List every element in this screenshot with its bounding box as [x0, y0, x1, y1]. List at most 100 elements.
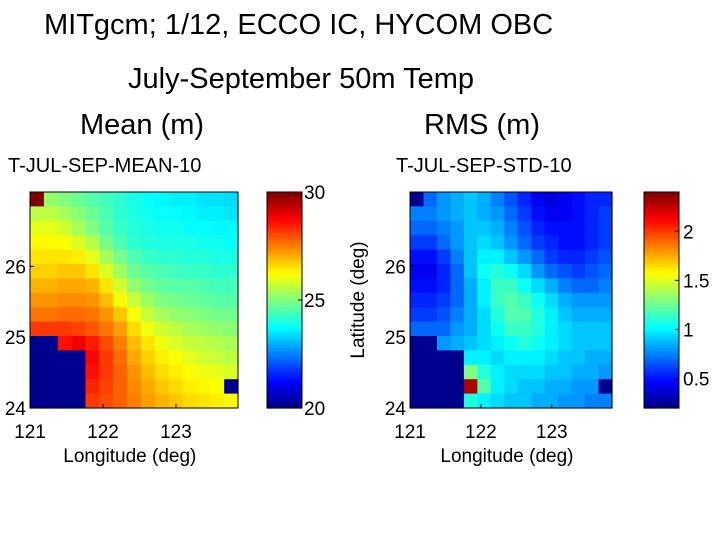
heatmap-cell — [463, 292, 478, 308]
colorbar-swatch — [644, 323, 679, 328]
colorbar-swatch — [644, 360, 679, 365]
heatmap-cell — [182, 364, 197, 380]
colorbar-swatch — [267, 404, 302, 409]
colorbar-swatch — [644, 340, 679, 345]
heatmap-cell — [57, 336, 73, 351]
heatmap-cell — [410, 264, 425, 279]
heatmap-cell — [450, 249, 465, 265]
colorbar-tick-label: 25 — [304, 291, 325, 312]
heatmap-cell — [210, 393, 225, 409]
y-tick-label: 25 — [5, 328, 26, 349]
colorbar-swatch — [267, 394, 302, 399]
heatmap-cell — [450, 220, 465, 236]
heatmap-cell — [477, 350, 492, 366]
heatmap-cell — [571, 350, 586, 366]
heatmap-cell — [585, 393, 600, 409]
land-cell — [224, 379, 239, 395]
colorbar-tick-label: 1.5 — [683, 271, 709, 292]
heatmap-cell — [410, 220, 425, 236]
heatmap-cell — [517, 249, 532, 265]
heatmap-cell — [585, 379, 600, 395]
heatmap-cell — [140, 350, 156, 366]
heatmap-cell — [168, 192, 184, 207]
heatmap-cell — [85, 249, 100, 265]
heatmap-cell — [43, 278, 59, 294]
heatmap-cell — [154, 220, 170, 236]
colorbar-swatch — [267, 387, 302, 392]
heatmap-cell — [410, 206, 425, 222]
heatmap-cell — [57, 249, 73, 265]
heatmap-cell — [477, 393, 492, 409]
colorbar-swatch — [644, 347, 679, 352]
heatmap-cell — [410, 249, 425, 265]
heatmap-cell — [71, 206, 87, 222]
rms-panel-label: RMS (m) — [424, 109, 540, 141]
heatmap-cell — [477, 192, 492, 207]
heatmap-cell — [71, 307, 87, 323]
land-cell — [30, 350, 45, 366]
colorbar-swatch — [644, 401, 679, 406]
heatmap-cell — [423, 278, 438, 294]
colorbar-tick-label: 20 — [304, 399, 325, 420]
colorbar-swatch — [267, 212, 302, 217]
colorbar-swatch — [644, 198, 679, 203]
colorbar-swatch — [267, 195, 302, 200]
heatmap-cell — [558, 278, 573, 294]
heatmap-cell — [598, 278, 613, 294]
heatmap-cell — [558, 321, 573, 337]
heatmap-cell — [463, 264, 478, 279]
heatmap-cell — [196, 264, 211, 279]
heatmap-cell — [154, 249, 170, 265]
colorbar-swatch — [267, 316, 302, 321]
heatmap-cell — [154, 192, 170, 207]
colorbar-swatch — [644, 320, 679, 325]
heatmap-cell — [410, 292, 425, 308]
heatmap-cell — [517, 220, 532, 236]
heatmap-cell — [463, 350, 478, 366]
rms-ylabel: Latitude (deg) — [348, 241, 369, 358]
colorbar-swatch — [644, 394, 679, 399]
colorbar-tick-label: 0.5 — [683, 370, 709, 391]
heatmap-cell — [168, 364, 184, 380]
heatmap-cell — [436, 206, 451, 222]
land-cell — [43, 364, 59, 380]
colorbar-swatch — [267, 235, 302, 240]
heatmap-cell — [463, 364, 478, 380]
colorbar-swatch — [644, 343, 679, 348]
colorbar-swatch — [267, 246, 302, 250]
heatmap-cell — [182, 379, 197, 395]
heatmap-cell — [477, 364, 492, 380]
heatmap-cell — [490, 336, 505, 351]
land-cell — [410, 192, 425, 207]
land-cell — [57, 364, 73, 380]
heatmap-cell — [168, 321, 184, 337]
heatmap-cell — [463, 249, 478, 265]
colorbar-swatch — [644, 273, 679, 277]
heatmap-cell — [113, 364, 128, 380]
heatmap-cell — [30, 220, 45, 236]
heatmap-cell — [571, 278, 586, 294]
heatmap-cell — [113, 278, 128, 294]
heatmap-cell — [182, 192, 197, 207]
colorbar-swatch — [267, 262, 302, 267]
colorbar-swatch — [644, 357, 679, 362]
heatmap-cell — [168, 264, 184, 279]
heatmap-cell — [558, 206, 573, 222]
colorbar-swatch — [644, 364, 679, 369]
heatmap-cell — [224, 350, 239, 366]
heatmap-cell — [490, 379, 505, 395]
heatmap-cell — [224, 192, 239, 207]
heatmap-cell — [140, 292, 156, 308]
heatmap-cell — [490, 249, 505, 265]
heatmap-cell — [224, 249, 239, 265]
colorbar-swatch — [267, 259, 302, 264]
heatmap-cell — [113, 292, 128, 308]
heatmap-cell — [182, 264, 197, 279]
heatmap-cell — [196, 192, 211, 207]
heatmap-cell — [196, 249, 211, 265]
heatmap-cell — [168, 220, 184, 236]
heatmap-cell — [140, 206, 156, 222]
land-cell — [43, 379, 59, 395]
heatmap-cell — [558, 379, 573, 395]
heatmap-cell — [436, 307, 451, 323]
